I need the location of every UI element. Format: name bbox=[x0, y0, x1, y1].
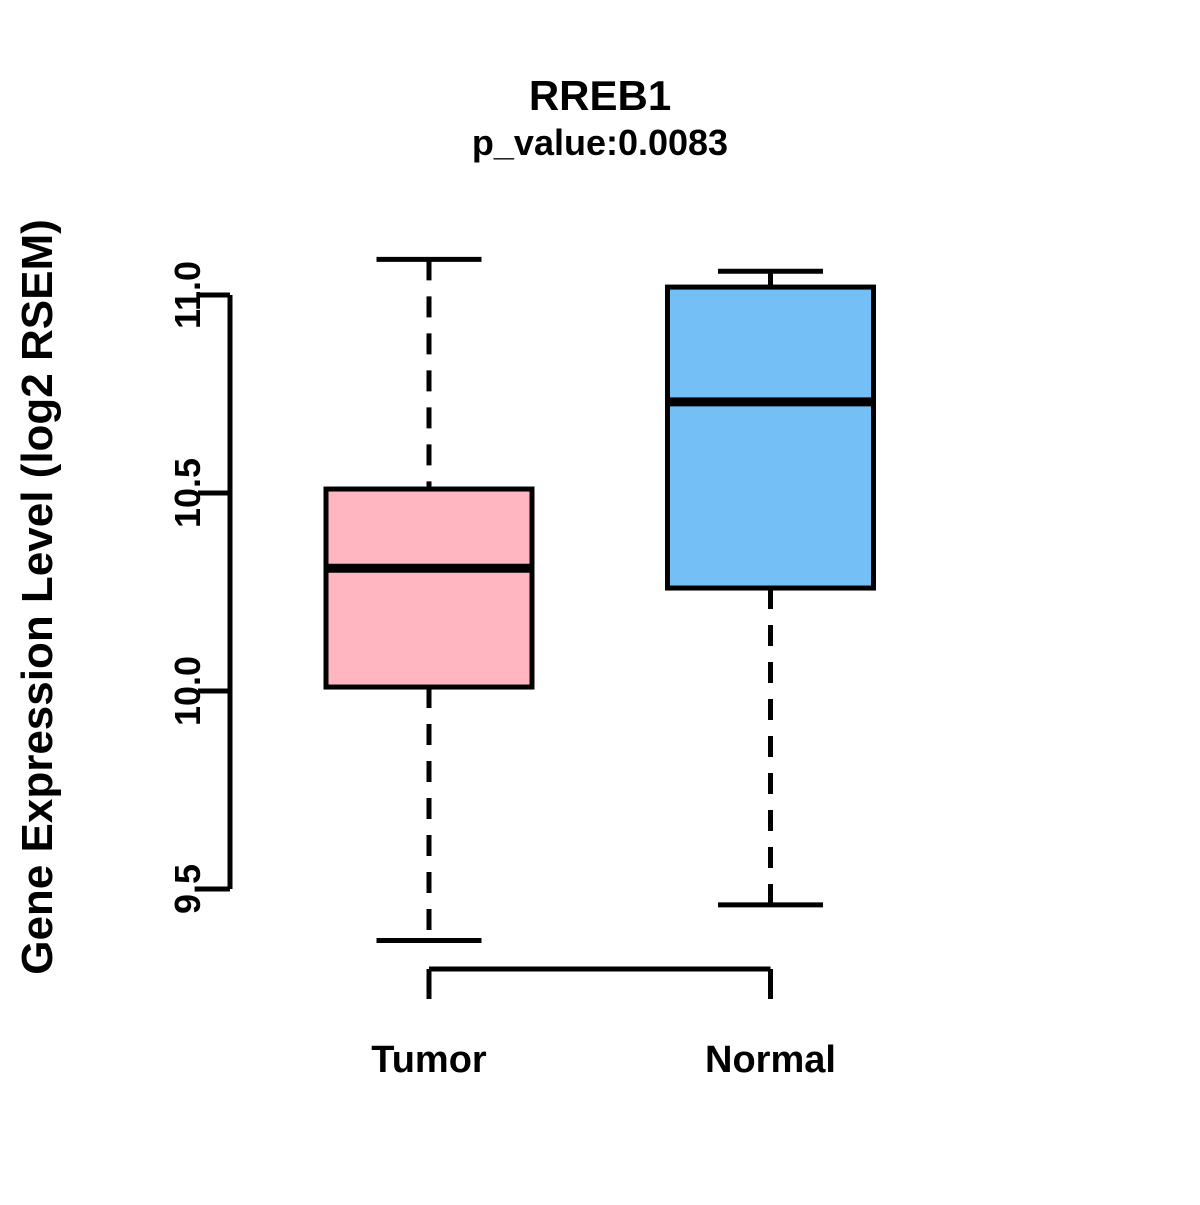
iqr-box-normal bbox=[665, 284, 876, 591]
y-tick-label-10-0: 10.0 bbox=[167, 656, 208, 726]
chart-title: RREB1 bbox=[529, 72, 671, 119]
y-tick-label-11-0: 11.0 bbox=[167, 261, 208, 329]
boxes-layer bbox=[323, 256, 876, 943]
category-label-tumor: Tumor bbox=[371, 1039, 487, 1081]
iqr-box-tumor bbox=[323, 486, 535, 690]
labels-layer: Tumor Normal bbox=[371, 1039, 836, 1081]
axes-layer: 11.0 10.5 10.0 9.5 bbox=[167, 261, 773, 999]
y-axis-label: Gene Expression Level (log2 RSEM) bbox=[13, 219, 62, 975]
y-tick-label-10-5: 10.5 bbox=[167, 458, 208, 528]
chart-subtitle-pvalue: p_value:0.0083 bbox=[472, 122, 728, 163]
category-label-normal: Normal bbox=[705, 1039, 836, 1081]
y-tick-label-9-5: 9.5 bbox=[167, 864, 208, 914]
